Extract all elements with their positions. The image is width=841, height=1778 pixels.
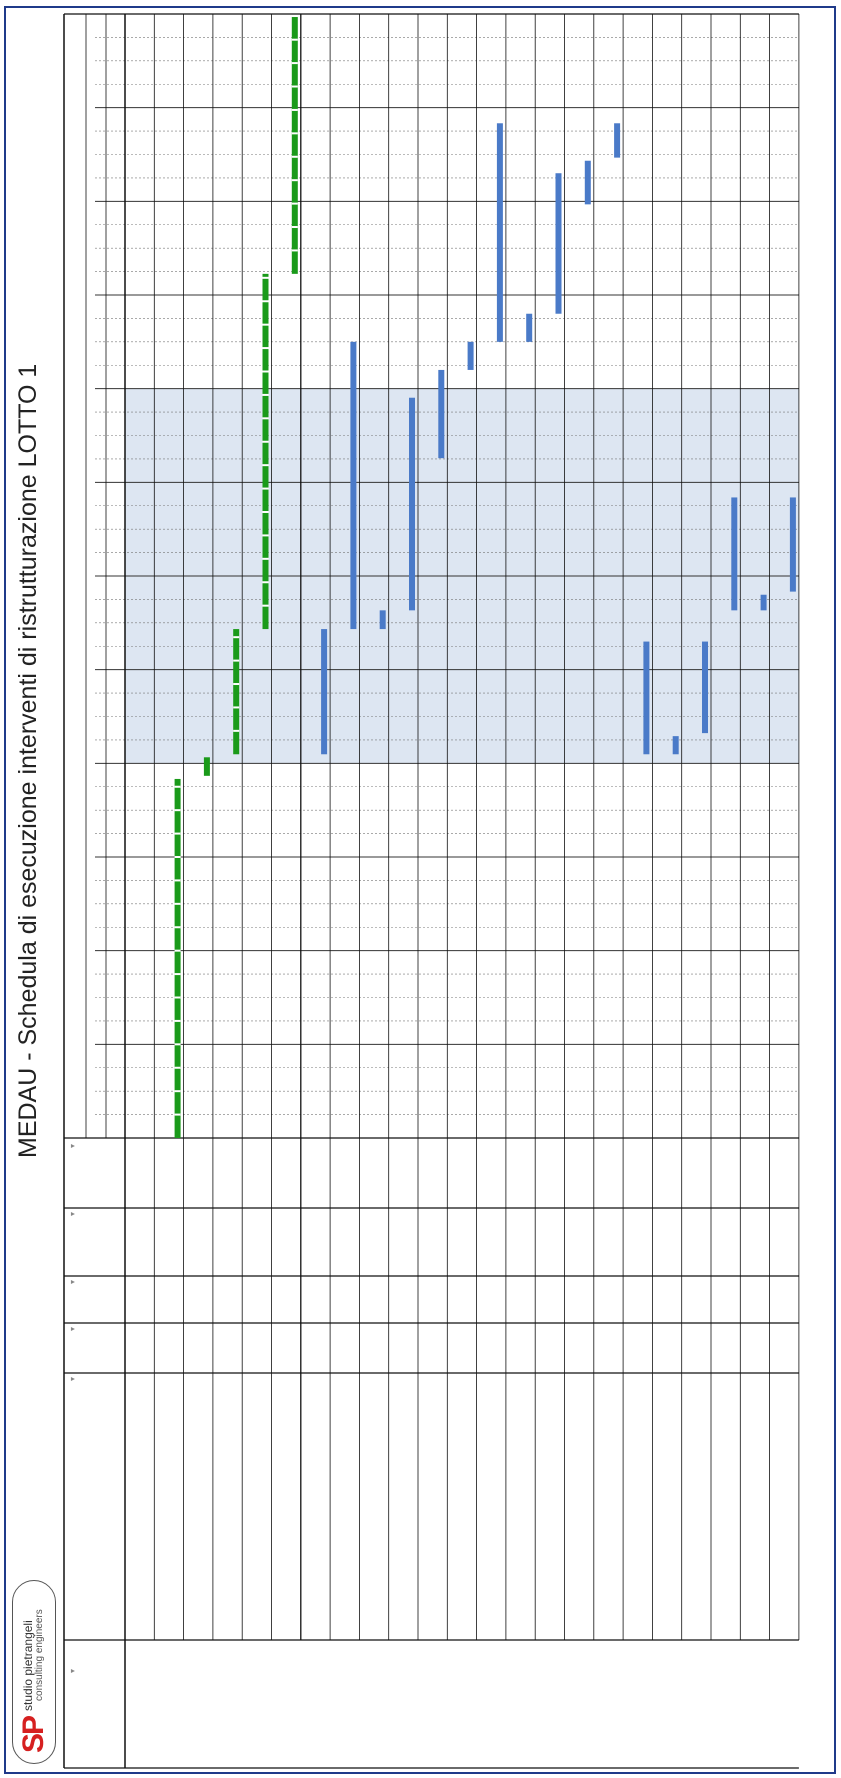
- dropdown-arrow-icon[interactable]: ▾: [68, 1211, 77, 1216]
- gantt-bar-gap: [262, 300, 269, 303]
- dropdown-arrow-icon[interactable]: ▾: [68, 1326, 77, 1331]
- gantt-bar-gap: [291, 226, 298, 229]
- gantt-bar-gap: [233, 659, 240, 662]
- gantt-bar-gap: [174, 785, 181, 788]
- dropdown-arrow-icon[interactable]: ▾: [68, 1279, 77, 1284]
- dropdown-arrow-icon[interactable]: ▾: [68, 1143, 77, 1148]
- gantt-bar: [526, 313, 533, 342]
- gantt-bar-gap: [291, 62, 298, 65]
- gantt-bar: [262, 273, 269, 630]
- dropdown-arrow-icon[interactable]: ▾: [68, 1376, 77, 1381]
- gantt-bar: [584, 160, 591, 205]
- gantt-bar: [496, 123, 503, 342]
- gantt-bar: [760, 594, 767, 611]
- gantt-bar: [291, 17, 298, 274]
- gantt-bar-gap: [233, 729, 240, 732]
- gantt-bar-gap: [291, 155, 298, 158]
- gantt-bar-gap: [174, 1043, 181, 1046]
- gantt-bar-gap: [291, 179, 298, 182]
- gantt-bar-gap: [233, 636, 240, 639]
- gantt-bar: [321, 629, 328, 755]
- gantt-bar-gap: [174, 856, 181, 858]
- gantt-bar: [555, 173, 562, 314]
- gantt-bar-gap: [174, 996, 181, 999]
- gantt-bar: [789, 497, 796, 592]
- gantt-bar: [379, 610, 386, 630]
- gantt-bar-gap: [291, 108, 298, 111]
- gantt-bar: [731, 497, 738, 611]
- gantt-bar-gap: [291, 202, 298, 205]
- gantt-bar: [174, 778, 181, 1138]
- gantt-bar-gap: [174, 1066, 181, 1069]
- gantt-bar-gap: [291, 38, 298, 41]
- gantt-bar-gap: [291, 249, 298, 252]
- gantt-bar: [203, 757, 210, 776]
- gantt-bar-gap: [174, 832, 181, 835]
- gantt-bar: [643, 641, 650, 755]
- gantt-bar-gap: [262, 534, 269, 537]
- gantt-bar-gap: [174, 879, 181, 882]
- gantt-bar-gap: [262, 347, 269, 350]
- gantt-bar-gap: [174, 973, 181, 976]
- gantt-bar-gap: [262, 510, 269, 513]
- gantt-bar: [233, 629, 240, 755]
- gantt-bar-gap: [174, 926, 181, 929]
- gantt-bar-gap: [174, 809, 181, 812]
- gantt-bar: [350, 341, 357, 630]
- gantt-bar-gap: [262, 417, 269, 420]
- gantt-bar-gap: [262, 604, 269, 607]
- gantt-bar-gap: [262, 487, 269, 490]
- dropdown-arrow-icon[interactable]: ▾: [68, 1668, 77, 1673]
- gantt-bar-gap: [174, 1019, 181, 1022]
- gantt-bar-gap: [174, 1113, 181, 1116]
- gantt-bar-gap: [174, 1090, 181, 1093]
- gantt-bar: [672, 736, 679, 755]
- gantt-bar-gap: [174, 949, 181, 952]
- gantt-bar-gap: [262, 440, 269, 443]
- gantt-bar-gap: [291, 132, 298, 135]
- gantt-bar: [614, 123, 621, 158]
- gantt-bar-gap: [262, 370, 269, 373]
- gantt-bar: [702, 641, 708, 734]
- gantt-bar-gap: [174, 902, 181, 905]
- gantt-bar-gap: [291, 85, 298, 88]
- gantt-bar: [409, 397, 415, 611]
- gantt-bar: [438, 369, 445, 459]
- gantt-bar-gap: [262, 276, 269, 279]
- gantt-bar-gap: [262, 464, 269, 467]
- gantt-bar-gap: [233, 706, 240, 709]
- gantt-bar-gap: [262, 557, 269, 560]
- gantt-bar-gap: [233, 683, 240, 686]
- gantt-bar: [467, 341, 474, 370]
- gantt-bar-gap: [262, 581, 269, 584]
- gantt-bar-gap: [262, 323, 269, 326]
- gantt-bar-gap: [262, 393, 269, 396]
